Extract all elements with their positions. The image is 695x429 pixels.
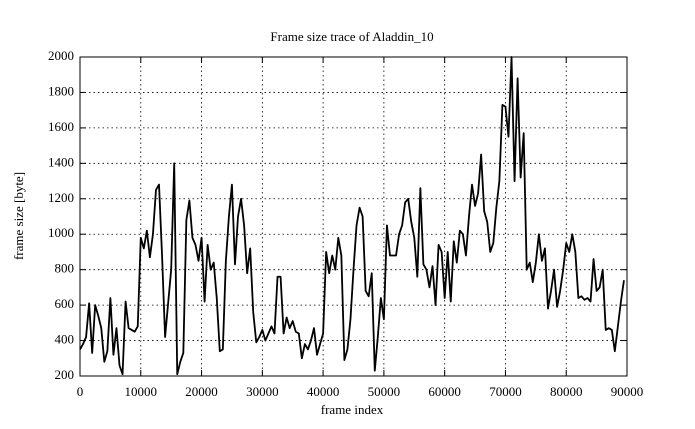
y-tick-label: 2000 <box>48 48 74 63</box>
x-tick-label: 40000 <box>307 384 340 399</box>
x-tick-label: 10000 <box>125 384 158 399</box>
x-tick-label: 90000 <box>611 384 644 399</box>
x-tick-label: 50000 <box>368 384 401 399</box>
y-tick-label: 1000 <box>48 225 74 240</box>
x-tick-label: 80000 <box>550 384 583 399</box>
y-tick-label: 400 <box>55 332 75 347</box>
chart-title: Frame size trace of Aladdin_10 <box>270 29 433 44</box>
x-axis-label: frame index <box>321 402 384 417</box>
data-line <box>79 56 625 376</box>
y-tick-label: 1400 <box>48 154 74 169</box>
y-tick-label: 1200 <box>48 190 74 205</box>
x-tick-label: 30000 <box>246 384 279 399</box>
y-tick-label: 1600 <box>48 119 74 134</box>
plot-frame <box>79 56 628 377</box>
y-tick-label: 600 <box>55 296 75 311</box>
y-tick-label: 200 <box>55 367 75 382</box>
y-tick-label: 1800 <box>48 83 74 98</box>
y-axis-label: frame size [byte] <box>11 172 26 260</box>
y-tick-label: 800 <box>55 261 75 276</box>
x-tick-label: 60000 <box>428 384 461 399</box>
x-tick-label: 0 <box>77 384 84 399</box>
x-tick-label: 20000 <box>185 384 218 399</box>
x-tick-label: 70000 <box>489 384 522 399</box>
